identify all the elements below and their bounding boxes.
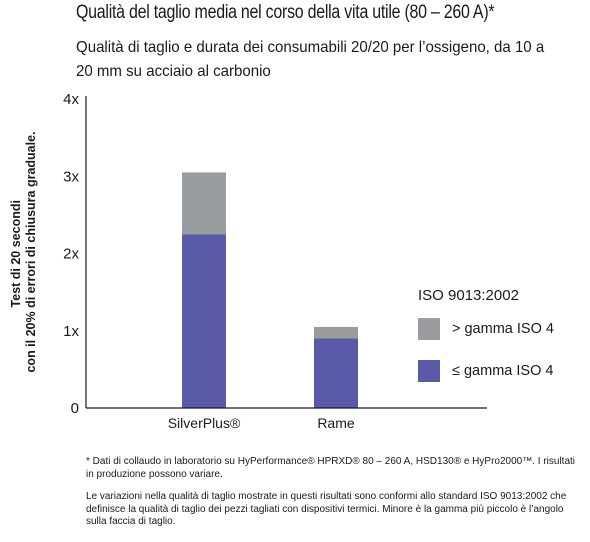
y-axis-label-line-2: con il 20% di errori di chiusura gradual…: [24, 131, 38, 372]
x-category-label: Rame: [317, 415, 355, 431]
legend-swatch-above-iso4: [418, 318, 440, 340]
bar-segment: [314, 338, 358, 408]
y-tick-label: 0: [71, 400, 79, 417]
legend-item-above-iso4: > gamma ISO 4: [418, 318, 554, 340]
footnote-iso-explanation: Le variazioni nella qualità di taglio mo…: [86, 491, 567, 527]
y-axis-ticks: 0 1x 2x 3x 4x: [63, 91, 79, 417]
y-tick-label: 3x: [63, 168, 79, 185]
y-axis-label: Test di 20 secondi con il 20% di errori …: [9, 131, 38, 372]
x-category-label: SilverPlus®: [168, 415, 241, 431]
y-tick-label: 4x: [63, 91, 79, 108]
y-axis-label-line-1: Test di 20 secondi: [9, 200, 23, 307]
x-axis-categories: SilverPlus® Rame: [168, 415, 355, 431]
footnote-lab-data: * Dati di collaudo in laboratorio su HyP…: [86, 456, 575, 480]
y-tick-label: 1x: [63, 323, 79, 340]
y-tick-label: 2x: [63, 246, 79, 263]
chart-title: Qualità del taglio media nel corso della…: [76, 2, 495, 23]
bar-segment: [314, 326, 358, 339]
bar-segment: [182, 234, 226, 408]
legend-label-above-iso4: > gamma ISO 4: [452, 321, 554, 337]
bars: [182, 172, 358, 408]
footnotes: * Dati di collaudo in laboratorio su HyP…: [86, 456, 576, 539]
bar-segment: [182, 172, 226, 235]
chart-subtitle: Qualità di taglio e durata dei consumabi…: [76, 39, 545, 80]
legend: ISO 9013:2002 > gamma ISO 4 ≤ gamma ISO …: [418, 287, 554, 402]
legend-title: ISO 9013:2002: [418, 287, 519, 304]
legend-label-within-iso4: ≤ gamma ISO 4: [452, 363, 554, 379]
legend-swatch-within-iso4: [418, 360, 440, 382]
legend-item-within-iso4: ≤ gamma ISO 4: [418, 360, 554, 382]
